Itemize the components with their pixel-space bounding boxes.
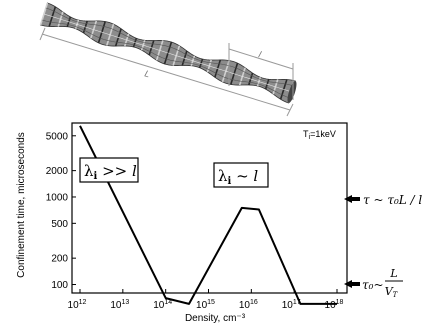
scaling-law-lower-denominator: VT — [385, 285, 399, 299]
arrow-upper-icon — [344, 195, 360, 203]
y-tick-label: 200 — [51, 254, 68, 265]
regime-label-left: λi >> l — [84, 162, 137, 182]
x-axis-label: Density, cm⁻³ — [185, 313, 246, 324]
length-l-label: l — [257, 49, 263, 59]
series-line — [79, 125, 337, 305]
length-L-tick-right — [286, 103, 294, 117]
y-tick-label: 5000 — [46, 131, 69, 142]
x-axis-ticks: 1012 1013 1014 1015 1016 1017 1018 — [68, 289, 344, 311]
tube-longitude-line — [43, 13, 293, 93]
tube-longitude-line — [45, 7, 294, 87]
length-L-dimension-line — [41, 33, 291, 111]
plasma-column-illustration: L l — [39, 2, 297, 117]
plot-area-frame — [71, 122, 348, 294]
scaling-law-upper: τ ~ τ₀L / l — [363, 193, 422, 207]
y-axis-ticks: 100 200 500 1000 2000 5000 — [46, 131, 76, 291]
tube-longitude-line — [42, 19, 291, 99]
length-L-label: L — [143, 68, 151, 79]
arrow-lower-icon — [344, 280, 360, 288]
y-axis-label: Confinement time, microseconds — [16, 132, 27, 278]
regime-box-left — [79, 157, 139, 183]
y-tick-label: 2000 — [46, 166, 69, 177]
x-tick-label: 1014 — [153, 299, 172, 311]
scaling-law-lower-numerator: L — [389, 267, 397, 280]
length-L-tick-left — [39, 27, 46, 41]
x-tick-label: 1012 — [68, 299, 87, 311]
x-tick-label: 1017 — [282, 299, 301, 311]
regime-box-right — [213, 162, 269, 188]
regime-label-right: λi ~ l — [218, 167, 258, 187]
x-tick-label: 1016 — [239, 299, 258, 311]
y-tick-label: 1000 — [46, 192, 69, 203]
scaling-law-lower-lhs: τ₀~ — [362, 278, 384, 292]
length-l-dimension-line — [228, 48, 294, 70]
x-tick-label: 1018 — [325, 299, 344, 311]
y-tick-label: 500 — [51, 219, 68, 230]
corrugated-tube — [39, 2, 297, 104]
y-tick-label: 100 — [51, 280, 68, 291]
x-tick-label: 1015 — [196, 299, 215, 311]
temperature-annotation: Ti=1keV — [303, 129, 336, 141]
tube-end-cap — [287, 80, 297, 104]
x-tick-label: 1013 — [110, 299, 129, 311]
